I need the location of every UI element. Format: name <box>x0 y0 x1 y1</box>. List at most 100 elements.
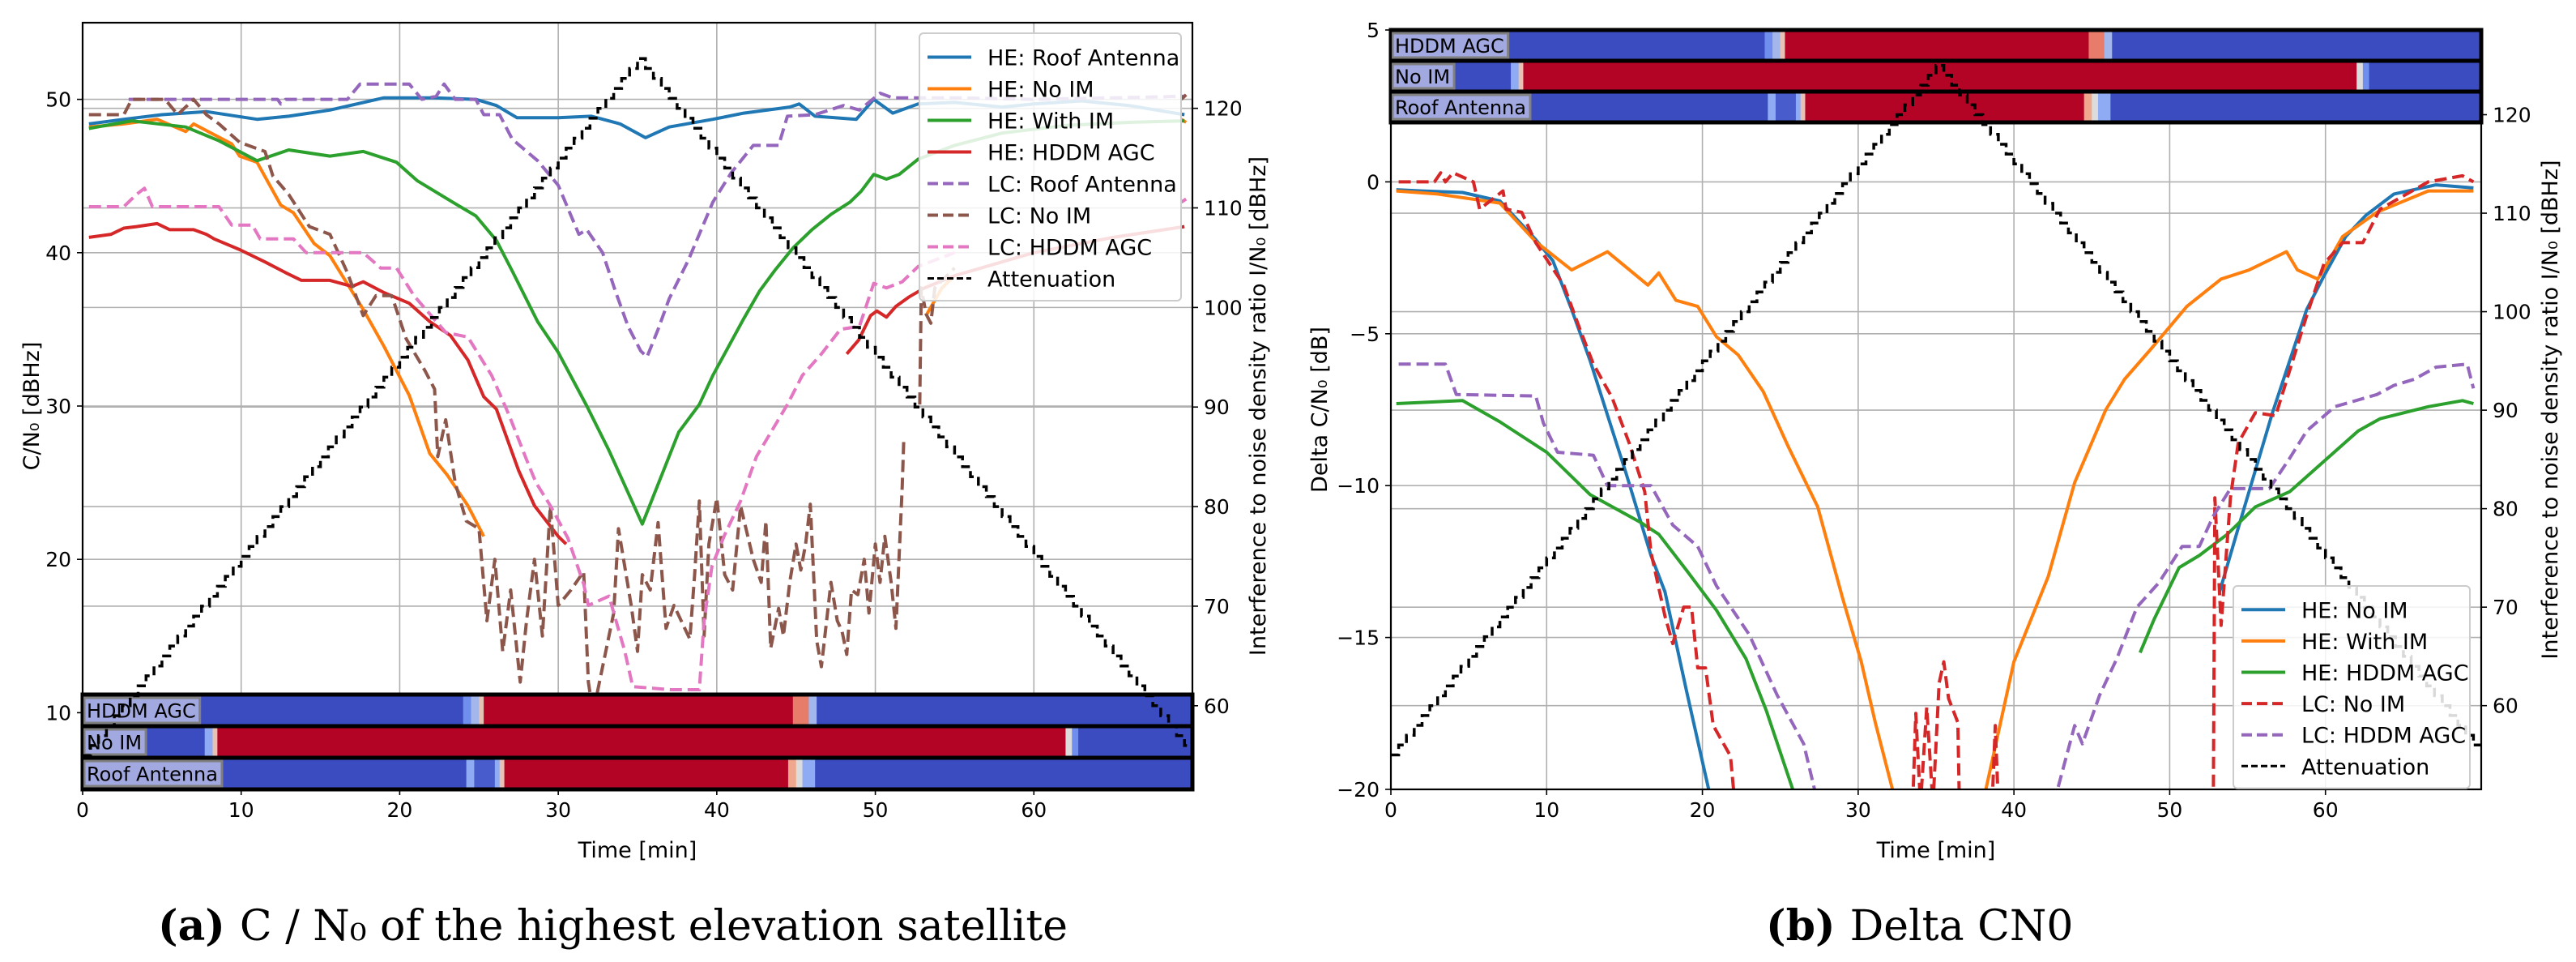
legend-label: HE: HDDM AGC <box>2301 661 2469 686</box>
heatmap-cell <box>1785 30 2089 61</box>
series-group <box>88 82 1188 715</box>
series-line-lc-no-im <box>1179 93 1188 101</box>
y-tick-label: 50 <box>45 88 71 112</box>
heatmap-label-box <box>83 728 147 756</box>
heatmap-cell <box>2362 61 2370 92</box>
y-tick-label: −5 <box>1350 323 1380 346</box>
series-line-lc-no-im <box>1990 724 2000 789</box>
legend-label: LC: HDDM AGC <box>987 236 1152 261</box>
heatmap-cell <box>2356 61 2364 92</box>
legend-box <box>919 32 1182 301</box>
heatmap-cell <box>792 695 809 726</box>
heatmap-row-label: Roof Antenna <box>87 763 218 786</box>
heatmap-row-label: No IM <box>1395 66 1450 88</box>
caption-label: (a) <box>158 901 225 951</box>
legend-label: LC: No IM <box>987 204 1091 229</box>
heatmap-cell <box>817 695 1193 726</box>
heatmap-cell <box>1065 726 1073 758</box>
y2-tick-label: 60 <box>1204 695 1230 718</box>
heatmap-cell <box>212 726 218 758</box>
series-line-he-hddm-agc <box>88 221 568 545</box>
heatmap-label-box <box>1391 62 1456 90</box>
heatmap-cell <box>484 695 794 726</box>
series-line-lc-no-im <box>2211 173 2475 789</box>
heatmap-cell <box>1518 61 1524 92</box>
series-line-lc-no-im <box>918 267 956 405</box>
heatmap-cell <box>815 758 1193 789</box>
x-tick-label: 0 <box>1384 798 1397 822</box>
y2-tick-label: 100 <box>2493 301 2531 324</box>
heatmap-cell <box>2112 30 2482 61</box>
x-tick-label: 20 <box>1690 798 1716 822</box>
heatmap-cell <box>204 726 213 758</box>
heatmap-cell <box>2110 92 2482 122</box>
heatmap-cell <box>1772 30 1781 61</box>
series-line-he-hddm-agc <box>2139 399 2474 654</box>
y2-tick-label: 100 <box>1204 296 1243 319</box>
y2-tick-label: 80 <box>2493 498 2518 521</box>
y2-tick-label: 120 <box>2493 104 2531 127</box>
heatmap-cell <box>1511 61 1520 92</box>
legend: HE: No IM HE: With IM HE: HDDM AGC LC: No I… <box>2233 585 2471 789</box>
heatmap-cell <box>466 758 475 789</box>
series-line-lc-no-im <box>88 97 906 715</box>
heatmap-cell <box>471 695 480 726</box>
series-line-lc-no-im <box>1398 171 1736 789</box>
x-tick-label: 50 <box>2157 798 2183 822</box>
series-line-he-with-im <box>1984 189 2474 789</box>
y-tick-label: −10 <box>1337 474 1380 498</box>
y2-tick-label: 70 <box>2493 596 2518 619</box>
y2-tick-label: 70 <box>1204 595 1230 618</box>
heatmap-label-box <box>83 696 202 725</box>
heatmap-cell <box>802 758 816 789</box>
series-line-attenuation <box>83 57 1192 757</box>
heatmap-cell <box>217 726 1066 758</box>
x-tick-label: 30 <box>1845 798 1871 822</box>
heatmap-cell <box>1780 30 1785 61</box>
caption-label: (b) <box>1766 901 1836 951</box>
heatmap-cell <box>479 695 484 726</box>
heatmap-cell <box>1523 61 2357 92</box>
series-line-he-with-im <box>1396 189 1895 789</box>
heatmap-cell <box>499 758 505 789</box>
heatmap-row-label: HDDM AGC <box>87 700 196 723</box>
series-line-he-no-im <box>88 118 485 537</box>
heatmap-cell <box>1805 92 2085 122</box>
heatmap-cell <box>463 695 471 726</box>
y-axis-label: Delta C/N₀ [dB] <box>1307 327 1333 493</box>
y-tick-label: −15 <box>1337 626 1380 650</box>
figure-caption: (b) Delta CN0 <box>1766 901 2073 951</box>
x-tick-label: 10 <box>228 798 254 822</box>
legend-label: HE: HDDM AGC <box>987 141 1155 166</box>
heatmap-cell <box>1775 92 1797 122</box>
y2-tick-label: 90 <box>2493 399 2518 422</box>
heatmap-cell <box>1800 92 1806 122</box>
heatmap-cell <box>1078 726 1193 758</box>
heatmap-label-box <box>83 759 224 788</box>
y-tick-label: 10 <box>45 701 71 725</box>
x-tick-label: 40 <box>704 798 730 822</box>
status-heatmap: HDDM AGC No IM Roof Antenna <box>80 692 1195 792</box>
y2-axis-label: Interference to noise density ratio I/N₀… <box>1246 156 1271 656</box>
x-tick-label: 60 <box>1021 798 1047 822</box>
legend-label: HE: Roof Antenna <box>987 46 1179 71</box>
heatmap-row-label: Roof Antenna <box>1395 96 1526 119</box>
series-line-lc-hddm-agc <box>2055 362 2476 789</box>
y2-tick-label: 80 <box>1204 495 1230 519</box>
heatmap-cell <box>808 695 817 726</box>
y-tick-label: −20 <box>1337 778 1380 802</box>
y2-tick-label: 120 <box>1204 97 1243 121</box>
heatmap-label-box <box>1391 32 1510 59</box>
series-line-lc-hddm-agc <box>1180 197 1188 204</box>
series-line-lc-roof-antenna <box>128 82 1185 359</box>
y-axis-label: C/N₀ [dBHz] <box>19 342 45 471</box>
series-line-he-no-im <box>2218 183 2474 592</box>
legend-label: LC: No IM <box>2301 692 2405 717</box>
y2-tick-label: 60 <box>2493 695 2518 718</box>
heatmap-cell <box>1795 92 1802 122</box>
heatmap-cell <box>2097 92 2111 122</box>
heatmap-cell <box>2104 30 2113 61</box>
series-group <box>1396 171 2476 789</box>
y-tick-label: 30 <box>45 395 71 418</box>
